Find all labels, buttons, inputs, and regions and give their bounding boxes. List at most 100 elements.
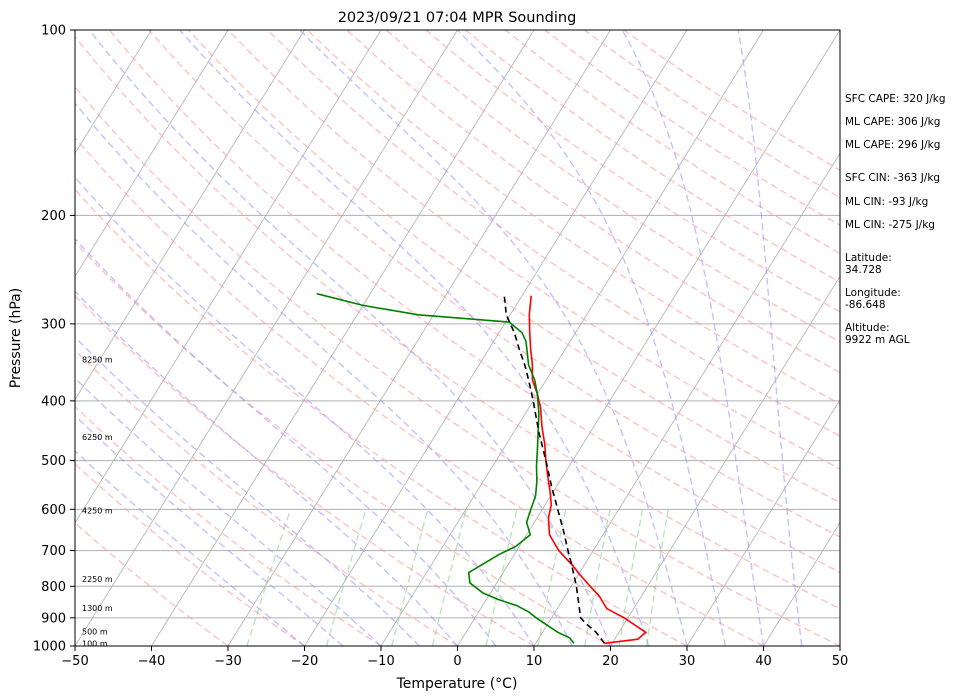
pressure-gridlines	[75, 30, 840, 646]
y-tick-label: 300	[41, 317, 66, 332]
dry-adiabat-line	[75, 294, 535, 646]
mixing-ratio-line	[485, 509, 518, 646]
moist-adiabat-line	[456, 30, 726, 646]
moist-adiabat-line	[75, 237, 497, 646]
isotherm-line	[380, 30, 764, 646]
x-axis-ticks: −50 −40 −30 −20 −10 0 10 20 30 40 50	[61, 646, 848, 669]
y-axis-ticks: 1000 900 800 700 600 500 400 300 200 100	[33, 24, 75, 655]
x-tick-label: −30	[214, 654, 241, 669]
info-line: 9922 m AGL	[845, 334, 910, 346]
y-tick-label: 100	[41, 24, 66, 39]
mixing-ratio-lines	[246, 509, 669, 646]
info-line: -86.648	[845, 299, 886, 311]
moist-adiabat-line	[737, 30, 803, 646]
moist-adiabat-line	[75, 102, 573, 646]
height-labels: 100 m 500 m 1300 m 2250 m 4250 m 6250 m 8250 m	[82, 356, 113, 648]
x-tick-label: −20	[291, 654, 318, 669]
isotherms	[75, 30, 840, 646]
dry-adiabat-line	[75, 136, 764, 646]
moist-adiabat-line	[75, 377, 382, 646]
isotherm-line	[763, 522, 840, 646]
y-tick-label: 900	[41, 611, 66, 626]
moist-adiabat-line	[75, 176, 535, 646]
isotherm-line	[610, 275, 840, 646]
moist-adiabat-line	[75, 414, 344, 646]
height-label: 4250 m	[82, 507, 113, 516]
dry-adiabat-line	[75, 85, 840, 646]
moist-adiabats	[75, 30, 803, 646]
dry-adiabat-line	[306, 30, 840, 405]
x-tick-label: 20	[602, 654, 619, 669]
y-tick-label: 400	[41, 394, 66, 409]
isotherm-line	[457, 30, 840, 646]
x-tick-label: −40	[138, 654, 165, 669]
y-axis-label: Pressure (hPa)	[8, 288, 24, 388]
isotherm-line	[75, 30, 229, 278]
moist-adiabat-line	[179, 30, 650, 646]
info-line: ML CAPE: 296 J/kg	[845, 139, 940, 151]
moist-adiabat-line	[621, 30, 765, 646]
info-line: Latitude:	[845, 252, 892, 264]
dry-adiabat-line	[75, 521, 229, 646]
mixing-ratio-line	[246, 509, 292, 646]
mixing-ratio-line	[584, 509, 611, 646]
height-label: 100 m	[82, 639, 108, 648]
x-tick-label: 50	[832, 654, 849, 669]
dry-adiabat-line	[267, 30, 840, 437]
height-label: 6250 m	[82, 433, 113, 442]
chart-title: 2023/09/21 07:04 MPR Sounding	[338, 10, 577, 26]
mixing-ratio-line	[618, 509, 644, 646]
info-line: ML CIN: -93 J/kg	[845, 196, 928, 208]
y-tick-label: 500	[41, 454, 66, 469]
dry-adiabat-line	[148, 30, 840, 538]
y-tick-label: 200	[41, 209, 66, 224]
dry-adiabat-line	[227, 30, 840, 470]
mixing-ratio-line	[325, 509, 367, 646]
height-label: 500 m	[82, 628, 108, 637]
x-tick-label: −10	[367, 654, 394, 669]
moist-adiabat-line	[299, 30, 688, 646]
y-tick-label: 700	[41, 544, 66, 559]
dry-adiabat-line	[75, 188, 688, 646]
isotherm-line	[686, 398, 840, 646]
mixing-ratio-line	[645, 509, 669, 646]
info-line: ML CAPE: 306 J/kg	[845, 116, 940, 128]
isotherm-line	[227, 30, 611, 646]
height-label: 1300 m	[82, 604, 113, 613]
isotherm-line	[75, 30, 382, 524]
info-line: 34.728	[845, 264, 882, 276]
dry-adiabat-line	[108, 30, 840, 574]
moist-adiabat-line	[75, 449, 305, 646]
moist-adiabat-line	[75, 290, 459, 646]
dry-adiabat-line	[187, 30, 840, 504]
mixing-ratio-line	[431, 509, 467, 646]
info-line: SFC CIN: -363 J/kg	[845, 172, 940, 184]
x-axis-label: Temperature (°C)	[396, 676, 518, 692]
moist-adiabat-line	[88, 30, 612, 646]
height-label: 8250 m	[82, 356, 113, 365]
y-tick-label: 600	[41, 503, 66, 518]
sounding-info-panel: SFC CAPE: 320 J/kg ML CAPE: 306 J/kg ML CA…	[845, 93, 946, 346]
mixing-ratio-line	[391, 509, 429, 646]
dry-adiabat-line	[75, 405, 382, 646]
isotherm-line	[304, 30, 688, 646]
x-tick-label: 40	[755, 654, 772, 669]
dry-adiabats	[75, 30, 840, 646]
isotherm-line	[151, 30, 535, 646]
dry-adiabat-line	[346, 30, 840, 374]
x-tick-label: 0	[453, 654, 461, 669]
isotherm-line	[75, 30, 458, 646]
height-label: 2250 m	[82, 575, 113, 584]
info-line: Longitude:	[845, 287, 901, 299]
plot-area: 100 m 500 m 1300 m 2250 m 4250 m 6250 m 8250 m	[75, 30, 840, 648]
dewpoint-profile-line	[316, 292, 575, 644]
y-tick-label: 1000	[33, 640, 66, 655]
isotherm-line	[75, 30, 152, 154]
y-tick-label: 800	[41, 580, 66, 595]
x-tick-label: −50	[61, 654, 88, 669]
x-tick-label: 30	[679, 654, 696, 669]
mixing-ratio-line	[537, 509, 567, 646]
x-tick-label: 10	[526, 654, 543, 669]
sounding-profiles	[316, 292, 648, 645]
info-line: SFC CAPE: 320 J/kg	[845, 93, 946, 105]
